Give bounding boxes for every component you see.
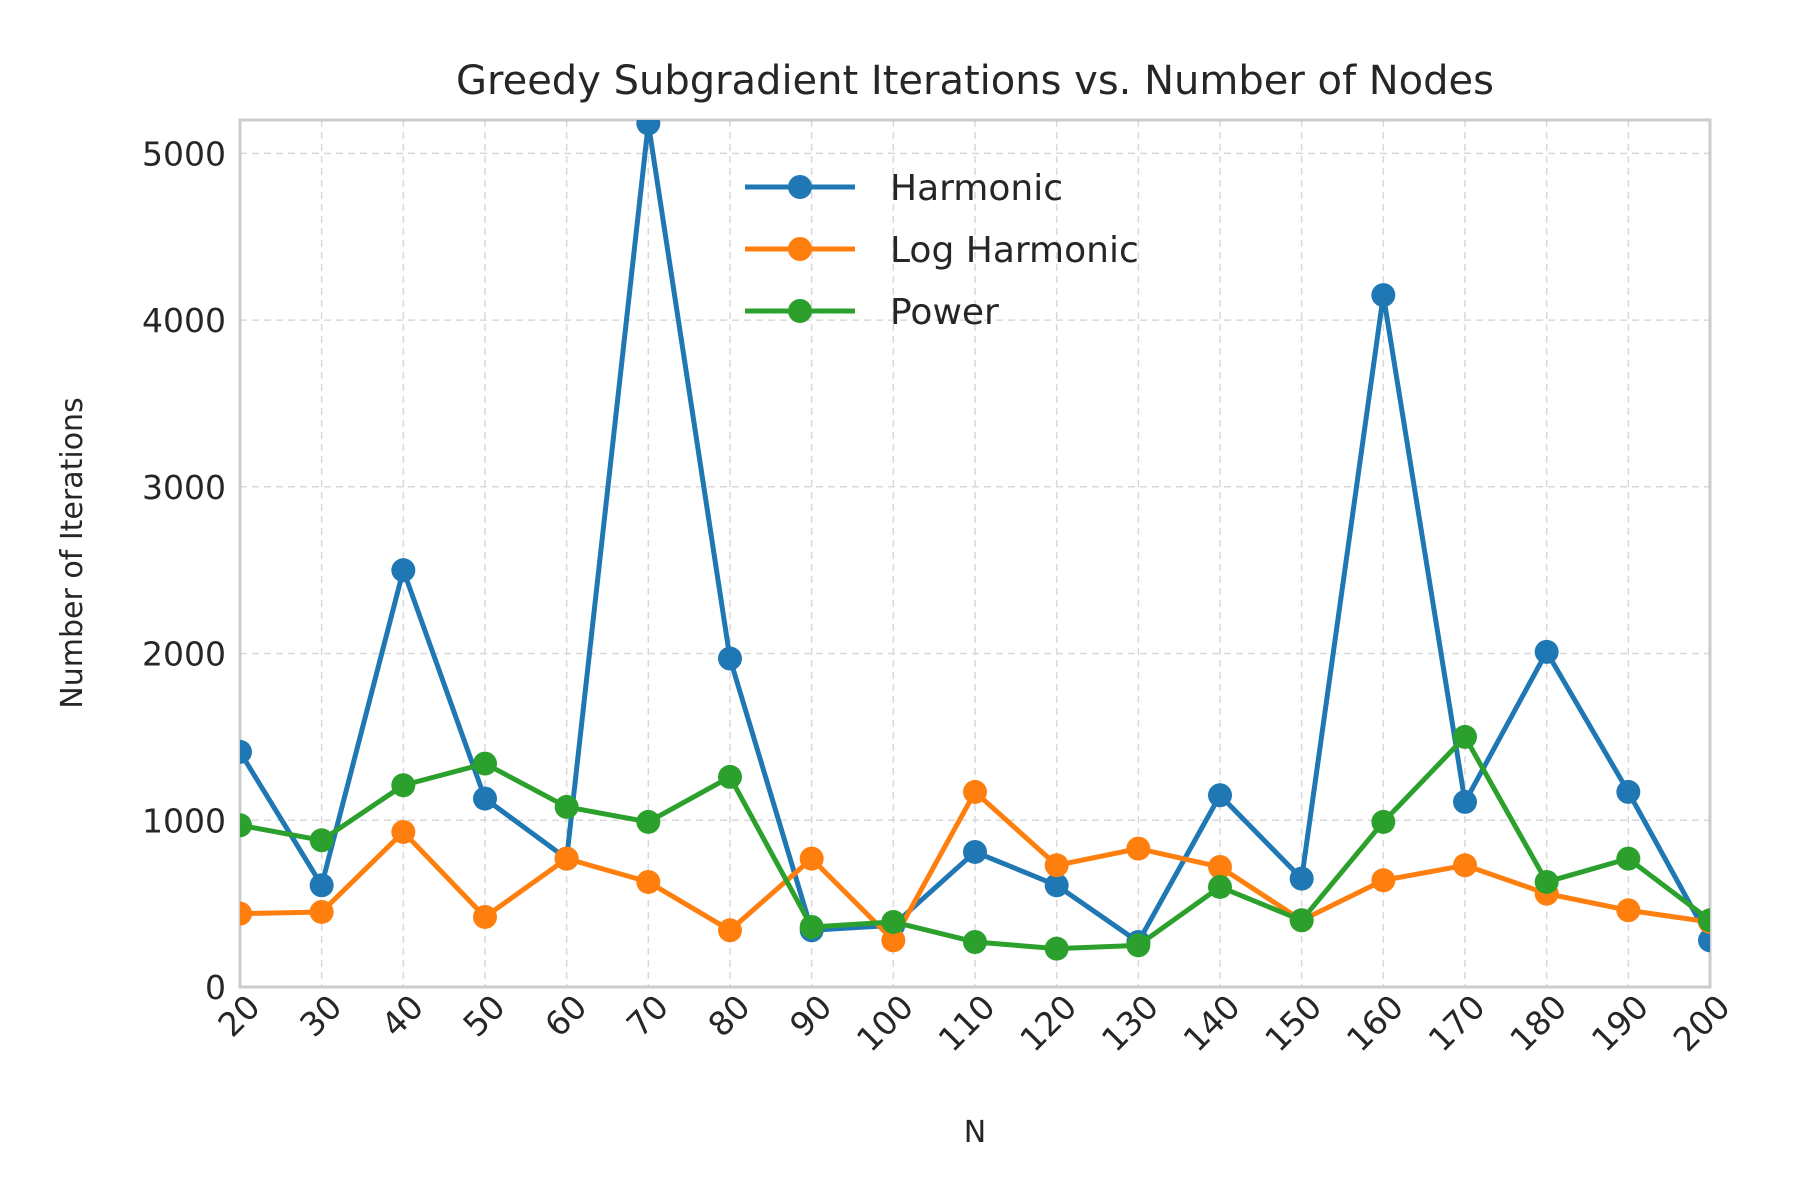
data-point	[636, 869, 661, 894]
data-point	[240, 739, 252, 764]
data-point	[473, 751, 497, 776]
data-point	[391, 558, 416, 583]
data-point	[1126, 836, 1151, 861]
x-tick-label: 90	[782, 987, 839, 1044]
data-point	[473, 904, 497, 929]
data-point	[799, 846, 824, 871]
series-layer	[240, 120, 1710, 961]
data-point	[1371, 868, 1396, 893]
data-point	[391, 773, 416, 798]
x-axis-title: N	[964, 1115, 986, 1150]
data-point	[1616, 898, 1641, 923]
data-point	[1208, 874, 1232, 899]
data-point	[1208, 783, 1232, 808]
y-tick-label: 0	[205, 968, 226, 1007]
x-tick-label: 80	[700, 987, 757, 1044]
x-tick-label: 40	[374, 987, 431, 1044]
legend-item: Harmonic	[745, 168, 1063, 209]
data-point	[473, 786, 497, 811]
legend-label: Harmonic	[890, 168, 1063, 209]
legend-item: Log Harmonic	[745, 230, 1139, 271]
legend-label: Log Harmonic	[890, 230, 1139, 271]
x-tick-label: 150	[1257, 987, 1329, 1059]
data-point	[881, 928, 906, 953]
data-point	[554, 846, 579, 871]
x-tick-label: 160	[1339, 987, 1411, 1059]
data-point	[309, 899, 334, 924]
x-tick-label: 180	[1502, 987, 1574, 1059]
data-point	[718, 646, 742, 671]
x-tick-label: 100	[849, 987, 921, 1059]
data-point	[1044, 853, 1069, 878]
data-point	[881, 909, 906, 934]
data-point	[1289, 908, 1314, 933]
x-tick-label: 50	[455, 987, 512, 1044]
legend-label: Power	[890, 292, 999, 333]
x-tick-label: 140	[1176, 987, 1248, 1059]
data-point	[963, 839, 987, 864]
data-point	[391, 819, 416, 844]
legend-item: Power	[745, 292, 999, 333]
data-point	[1044, 873, 1069, 898]
data-point	[1289, 866, 1314, 891]
legend-swatch-marker	[788, 237, 812, 261]
data-point	[963, 929, 987, 954]
x-tick-label: 60	[537, 987, 594, 1044]
y-tick-label: 1000	[142, 801, 226, 840]
data-point	[309, 873, 334, 898]
plot-frame	[238, 118, 1712, 989]
y-axis-title: Number of Iterations	[55, 397, 90, 708]
data-point	[1371, 283, 1396, 308]
data-point	[718, 764, 742, 789]
data-point	[718, 918, 742, 943]
x-tick-label: 70	[619, 987, 676, 1044]
data-point	[636, 809, 661, 834]
x-tick-label: 30	[292, 987, 349, 1044]
series-log-harmonic	[240, 779, 1710, 953]
data-point	[309, 828, 334, 853]
y-tick-label: 5000	[142, 134, 226, 173]
data-point	[1698, 908, 1710, 933]
x-tick-label: 110	[931, 987, 1003, 1059]
series-power	[240, 724, 1710, 961]
x-tick-label: 130	[1094, 987, 1166, 1059]
data-point	[1044, 936, 1069, 961]
legend-swatch-marker	[788, 299, 812, 323]
data-point	[1453, 724, 1477, 749]
x-tick-label: 170	[1421, 987, 1493, 1059]
data-point	[1126, 933, 1151, 958]
y-tick-label: 4000	[142, 301, 226, 340]
tick-layer: 20 30 40 50 60 70 80 90 100 110 120 130 140 150 160 170…	[142, 134, 1738, 1059]
data-point	[1453, 789, 1477, 814]
chart-title: Greedy Subgradient Iterations vs. Number…	[456, 58, 1494, 104]
y-tick-label: 2000	[142, 635, 226, 674]
x-tick-label: 200	[1666, 987, 1738, 1059]
data-point	[1208, 854, 1232, 879]
data-point	[1616, 846, 1641, 871]
data-point	[1453, 853, 1477, 878]
data-point	[1534, 869, 1559, 894]
data-point	[1698, 928, 1710, 953]
data-point	[963, 779, 987, 804]
data-point	[240, 901, 252, 926]
data-point	[1616, 779, 1641, 804]
data-point	[554, 794, 579, 819]
grid-layer	[239, 120, 1711, 988]
data-point	[1371, 809, 1396, 834]
data-point	[799, 914, 824, 939]
data-point	[240, 813, 252, 838]
x-tick-label: 190	[1584, 987, 1656, 1059]
data-point	[636, 120, 661, 136]
y-tick-label: 3000	[142, 468, 226, 507]
legend-swatch-marker	[788, 175, 812, 199]
x-tick-label: 120	[1012, 987, 1084, 1059]
legend: Harmonic Log Harmonic Power	[745, 168, 1139, 333]
data-point	[1534, 639, 1559, 664]
